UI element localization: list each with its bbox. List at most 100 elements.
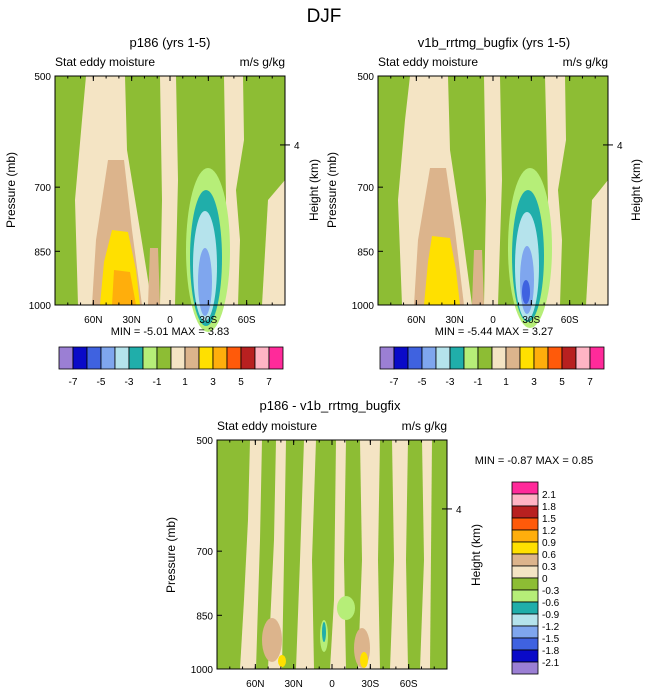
panel-3-field: [216, 439, 448, 670]
colorbar-left-swatch: [100, 346, 116, 370]
colorbar-diff-label: 0.3: [542, 562, 556, 573]
colorbar-diff-swatch: [511, 493, 539, 507]
colorbar-left-swatch: [128, 346, 144, 370]
colorbar-diff-label: 2.1: [542, 490, 556, 501]
panel-1-xtick-label: 60S: [238, 315, 256, 326]
panel-2: v1b_rrtmg_bugfix (yrs 1-5) Stat eddy moi…: [325, 35, 643, 338]
colorbar-right-swatch: [393, 346, 409, 370]
colorbar-left-swatch: [142, 346, 158, 370]
panel-2-ytick-label: 1000: [352, 301, 375, 312]
colorbar-right-label: -5: [418, 377, 427, 388]
panel-1-ytick-label: 700: [34, 183, 51, 194]
panel-2-height-tick-label: 4: [617, 141, 623, 152]
colorbar-right-swatch: [533, 346, 549, 370]
colorbar-right-label: 5: [559, 377, 565, 388]
colorbar-diff-label: 1.8: [542, 502, 556, 513]
colorbar-diff-swatch: [511, 541, 539, 555]
colorbar-left-swatch: [198, 346, 214, 370]
panel-2-field: [377, 75, 609, 328]
panel-1-xtick-label: 30N: [122, 315, 140, 326]
panel-3-subtitle-right: m/s g/kg: [402, 419, 447, 433]
panel-3-ytick-label: 500: [196, 436, 213, 447]
colorbar-diff-swatch: [511, 565, 539, 579]
colorbar-diff-swatch: [511, 613, 539, 627]
panel-3: p186 - v1b_rrtmg_bugfix Stat eddy moistu…: [164, 398, 593, 690]
panel-1: p186 (yrs 1-5) Stat eddy moisture m/s g/…: [4, 35, 321, 338]
panel-3-ylabel-right: Height (km): [469, 524, 483, 586]
colorbar-diff-swatch: [511, 577, 539, 591]
colorbar-left-label: 3: [210, 377, 216, 388]
panel-2-xtick-label: 30S: [522, 315, 540, 326]
panel-2-ytick-label: 500: [357, 72, 374, 83]
panel-2-xtick-label: 60S: [561, 315, 579, 326]
colorbar-left-label: -3: [125, 377, 134, 388]
colorbar-diff-swatch: [511, 529, 539, 543]
colorbar-diff-label: 1.5: [542, 514, 556, 525]
panel-1-subtitle-left: Stat eddy moisture: [55, 55, 155, 69]
colorbar-right-swatch: [477, 346, 493, 370]
colorbar-right-label: -1: [474, 377, 483, 388]
panel-2-ylabel: Pressure (mb): [325, 152, 339, 228]
panel-2-ytick-label: 850: [357, 247, 374, 258]
colorbar-left-label: -1: [153, 377, 162, 388]
colorbar-diff: 2.11.81.51.20.90.60.30-0.3-0.6-0.9-1.2-1…: [511, 481, 560, 675]
panel-3-height-tick-label: 4: [456, 505, 462, 516]
colorbar-left-label: -7: [69, 377, 78, 388]
colorbar-left-swatch: [170, 346, 186, 370]
colorbar-right-swatch: [407, 346, 423, 370]
colorbar-right-swatch: [519, 346, 535, 370]
colorbar-right-swatch: [435, 346, 451, 370]
panel-1-axes: 60N 30N 0 30S 60S 500 700 850 1000 4: [29, 72, 300, 326]
colorbar-left-swatch: [268, 346, 284, 370]
colorbar-diff-swatch: [511, 625, 539, 639]
colorbar-left-swatch: [212, 346, 228, 370]
panel-1-ylabel: Pressure (mb): [4, 152, 18, 228]
colorbar-diff-label: -0.6: [542, 598, 560, 609]
panel-1-stats: MIN = -5.01 MAX = 3.83: [111, 326, 230, 338]
panel-1-height-tick-label: 4: [294, 141, 300, 152]
colorbar-left-swatch: [114, 346, 130, 370]
colorbar-diff-swatch: [511, 505, 539, 519]
panel-3-xtick-label: 30S: [361, 679, 379, 690]
colorbar-diff-swatch: [511, 637, 539, 651]
colorbar-right-swatch: [379, 346, 395, 370]
colorbar-left: -7 -5 -3 -1 1 3 5 7: [58, 346, 284, 388]
colorbar-left-label: -5: [97, 377, 106, 388]
panel-3-xtick-label: 60S: [400, 679, 418, 690]
panel-3-xtick-label: 0: [329, 679, 335, 690]
figure-title: DJF: [307, 6, 342, 27]
colorbar-diff-swatch: [511, 649, 539, 663]
panel-3-title: p186 - v1b_rrtmg_bugfix: [260, 398, 401, 413]
colorbar-diff-label: 0.9: [542, 538, 556, 549]
colorbar-right-label: -7: [390, 377, 399, 388]
colorbar-diff-label: 1.2: [542, 526, 556, 537]
colorbar-diff-label: -0.9: [542, 610, 560, 621]
panel-3-ytick-label: 700: [196, 547, 213, 558]
panel-3-axes: 60N 30N 0 30S 60S 500 700 850 1000 4: [191, 436, 462, 690]
panel-3-subtitle-left: Stat eddy moisture: [217, 419, 317, 433]
colorbar-right-swatch: [589, 346, 605, 370]
colorbar-right: -7 -5 -3 -1 1 3 5 7: [379, 346, 605, 388]
colorbar-diff-label: -1.5: [542, 634, 560, 645]
colorbar-diff-label: -1.2: [542, 622, 560, 633]
colorbar-right-swatch: [449, 346, 465, 370]
colorbar-diff-swatch: [511, 553, 539, 567]
colorbar-right-label: 7: [587, 377, 593, 388]
panel-1-xtick-label: 30S: [199, 315, 217, 326]
panel-2-title: v1b_rrtmg_bugfix (yrs 1-5): [418, 35, 570, 50]
panel-3-ytick-label: 1000: [191, 665, 214, 676]
colorbar-diff-label: -1.8: [542, 646, 560, 657]
colorbar-left-swatch: [86, 346, 102, 370]
colorbar-right-swatch: [421, 346, 437, 370]
panel-3-ylabel: Pressure (mb): [164, 517, 178, 593]
colorbar-right-swatch: [505, 346, 521, 370]
colorbar-diff-label: -0.3: [542, 586, 560, 597]
colorbar-right-swatch: [463, 346, 479, 370]
panel-1-xtick-label: 0: [167, 315, 173, 326]
colorbar-left-swatch: [240, 346, 256, 370]
panel-2-xtick-label: 60N: [407, 315, 425, 326]
panel-2-axes: 60N 30N 0 30S 60S 500 700 850 1000 4: [352, 72, 623, 326]
colorbar-left-swatch: [156, 346, 172, 370]
panel-2-xtick-label: 30N: [445, 315, 463, 326]
panel-3-xtick-label: 30N: [284, 679, 302, 690]
